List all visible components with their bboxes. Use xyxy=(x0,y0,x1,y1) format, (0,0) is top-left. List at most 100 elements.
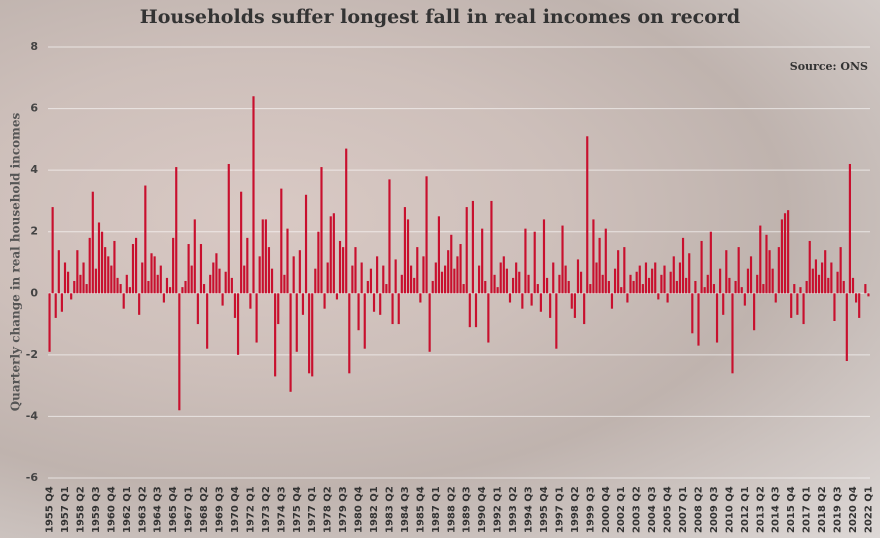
bar xyxy=(555,293,558,349)
x-tick-label: 1995 Q4 xyxy=(539,486,550,533)
bar xyxy=(267,247,271,294)
bar xyxy=(403,207,407,294)
bar xyxy=(552,262,555,294)
bar xyxy=(456,256,459,294)
bar xyxy=(215,253,218,294)
bar xyxy=(332,213,335,294)
bar xyxy=(181,287,184,294)
bar xyxy=(561,225,564,294)
bar xyxy=(434,262,437,294)
bar xyxy=(252,96,255,294)
bar xyxy=(224,271,227,294)
x-tick-label: 1957 Q1 xyxy=(60,486,71,533)
bar xyxy=(187,244,190,294)
bar xyxy=(814,259,818,294)
x-tick-label: 1990 Q4 xyxy=(477,486,488,533)
y-axis-label: Quarterly change in real household incom… xyxy=(9,112,23,411)
bar xyxy=(159,265,162,294)
bar xyxy=(301,293,305,315)
bar xyxy=(728,277,731,294)
bar xyxy=(675,280,678,294)
x-tick-label: 2008 Q2 xyxy=(693,486,704,533)
bar xyxy=(651,268,654,294)
bar xyxy=(419,293,422,303)
bar xyxy=(867,293,870,297)
source-note: Source: ONS xyxy=(790,60,868,73)
bar xyxy=(564,265,567,294)
bar xyxy=(703,287,706,294)
bar xyxy=(821,262,824,294)
bar xyxy=(749,256,753,294)
bar xyxy=(833,293,836,321)
bar xyxy=(787,210,790,294)
bar xyxy=(681,237,685,294)
bar xyxy=(345,148,348,294)
bar xyxy=(221,293,224,306)
bar xyxy=(73,280,76,294)
bar xyxy=(110,265,113,294)
bar xyxy=(515,262,518,294)
bar xyxy=(372,293,376,312)
bar xyxy=(141,262,144,294)
x-tick-label: 1978 Q2 xyxy=(323,486,334,533)
chart-title: Households suffer longest fall in real i… xyxy=(140,6,740,28)
bar xyxy=(629,274,632,294)
bar xyxy=(722,293,725,315)
bar xyxy=(202,284,206,294)
bar xyxy=(453,268,456,294)
bar xyxy=(493,274,496,294)
bar xyxy=(858,293,861,318)
bar xyxy=(264,219,267,294)
bar xyxy=(647,277,651,294)
x-tick-label: 1975 Q4 xyxy=(292,486,303,533)
bar xyxy=(799,287,802,294)
bar xyxy=(459,244,462,294)
bar xyxy=(595,262,598,294)
bar xyxy=(261,219,264,294)
bar xyxy=(314,268,317,294)
x-tick-label: 2013 Q2 xyxy=(755,486,766,533)
bar xyxy=(406,219,410,294)
y-tick-label: 4 xyxy=(30,163,38,176)
bar xyxy=(663,265,666,294)
bar xyxy=(657,293,660,300)
bar xyxy=(756,274,759,294)
bar xyxy=(354,247,357,294)
x-tick-label: 2002 Q1 xyxy=(616,486,627,533)
bar xyxy=(604,228,607,294)
bar xyxy=(54,293,57,318)
bar xyxy=(255,293,258,343)
bar xyxy=(521,293,524,309)
bar xyxy=(258,256,261,294)
bar xyxy=(94,268,97,294)
x-tick-label: 1958 Q2 xyxy=(75,486,86,533)
x-tick-label: 1992 Q1 xyxy=(493,486,504,533)
bar xyxy=(817,274,821,294)
bar xyxy=(60,293,63,312)
bar xyxy=(644,262,648,294)
bar xyxy=(632,280,635,294)
bar xyxy=(335,293,339,300)
bar xyxy=(382,265,385,294)
bar xyxy=(746,268,750,294)
bar xyxy=(709,231,712,294)
x-tick-label: 1984 Q3 xyxy=(400,486,411,533)
bar xyxy=(570,293,573,309)
bar xyxy=(542,219,546,294)
bar xyxy=(530,293,533,306)
bar xyxy=(465,207,468,294)
bar xyxy=(283,274,286,294)
bar xyxy=(691,293,694,334)
x-tick-label: 1987 Q1 xyxy=(431,486,442,533)
bar xyxy=(376,256,379,294)
x-tick-label: 1955 Q4 xyxy=(45,486,56,533)
bar xyxy=(385,284,388,294)
bar xyxy=(613,268,617,294)
x-tick-label: 1988 Q2 xyxy=(446,486,457,533)
bar xyxy=(780,219,784,294)
bar xyxy=(527,274,530,294)
bar xyxy=(67,271,70,294)
bar xyxy=(487,293,490,343)
y-tick-label: 6 xyxy=(30,102,38,115)
bar xyxy=(660,274,663,294)
